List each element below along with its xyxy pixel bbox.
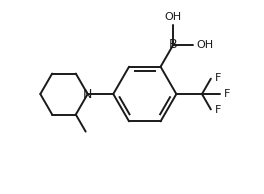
Text: OH: OH <box>165 12 182 22</box>
Text: F: F <box>224 89 230 99</box>
Text: F: F <box>215 73 221 83</box>
Text: B: B <box>169 38 178 51</box>
Text: F: F <box>215 105 221 115</box>
Text: OH: OH <box>196 40 213 49</box>
Text: N: N <box>83 87 92 100</box>
